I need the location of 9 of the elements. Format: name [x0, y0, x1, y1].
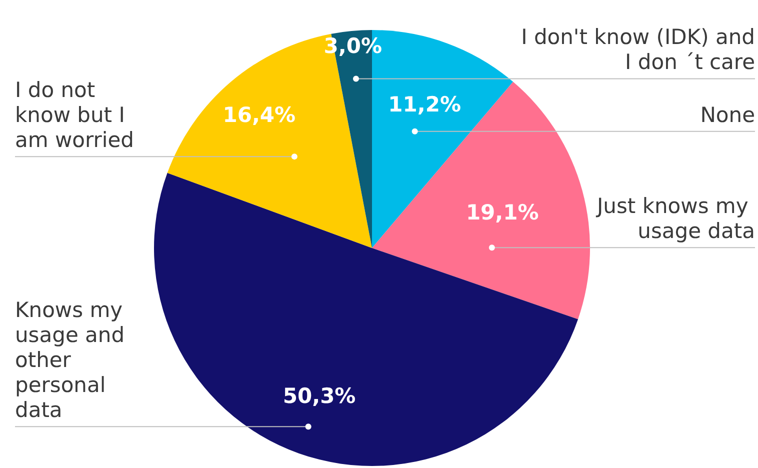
slice-label: Just knows my usage data: [594, 194, 755, 244]
data-label: 50,3%: [282, 384, 356, 408]
data-label: 11,2%: [388, 92, 462, 117]
data-label: 19,1%: [466, 200, 539, 224]
slice-label: None: [700, 102, 755, 127]
slice-label: I do not know but I am worried: [15, 78, 134, 152]
slice-label: Knows my usage and other personal data: [15, 298, 132, 422]
slice-label: I don't know (IDK) and I don ´t care: [521, 25, 755, 74]
data-label: 16,4%: [222, 103, 296, 128]
